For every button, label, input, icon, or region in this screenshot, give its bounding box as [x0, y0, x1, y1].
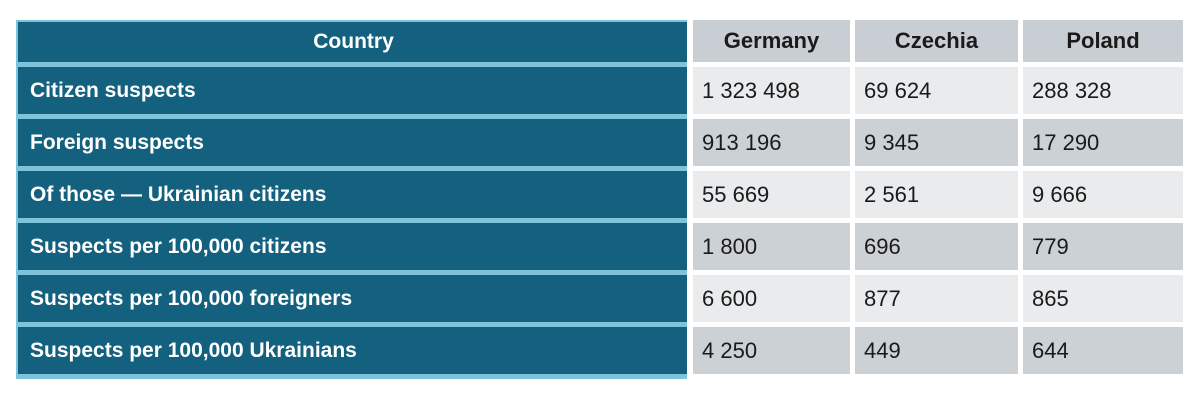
cell-value: 877 [850, 275, 1018, 327]
cell-value: 449 [850, 327, 1018, 379]
cell-value: 644 [1018, 327, 1183, 379]
row-label: Of those — Ukrainian citizens [16, 171, 687, 223]
table-row: Of those — Ukrainian citizens 55 669 2 5… [16, 171, 1183, 223]
table-row: Suspects per 100,000 foreigners 6 600 87… [16, 275, 1183, 327]
header-country: Country [16, 20, 687, 67]
header-poland: Poland [1018, 20, 1183, 67]
cell-value: 779 [1018, 223, 1183, 275]
table-row: Foreign suspects 913 196 9 345 17 290 [16, 119, 1183, 171]
cell-value: 9 345 [850, 119, 1018, 171]
cell-value: 696 [850, 223, 1018, 275]
cell-value: 913 196 [687, 119, 850, 171]
cell-value: 17 290 [1018, 119, 1183, 171]
row-label: Suspects per 100,000 foreigners [16, 275, 687, 327]
table-row: Suspects per 100,000 Ukrainians 4 250 44… [16, 327, 1183, 379]
suspects-statistics-table: Country Germany Czechia Poland Citizen s… [16, 20, 1183, 379]
row-label: Suspects per 100,000 citizens [16, 223, 687, 275]
cell-value: 865 [1018, 275, 1183, 327]
cell-value: 1 323 498 [687, 67, 850, 119]
cell-value: 69 624 [850, 67, 1018, 119]
table-row: Citizen suspects 1 323 498 69 624 288 32… [16, 67, 1183, 119]
cell-value: 1 800 [687, 223, 850, 275]
cell-value: 288 328 [1018, 67, 1183, 119]
table-row: Suspects per 100,000 citizens 1 800 696 … [16, 223, 1183, 275]
cell-value: 9 666 [1018, 171, 1183, 223]
row-label: Citizen suspects [16, 67, 687, 119]
suspects-statistics-table-wrap: Country Germany Czechia Poland Citizen s… [16, 20, 1183, 379]
header-czechia: Czechia [850, 20, 1018, 67]
row-label: Foreign suspects [16, 119, 687, 171]
cell-value: 2 561 [850, 171, 1018, 223]
row-label: Suspects per 100,000 Ukrainians [16, 327, 687, 379]
cell-value: 4 250 [687, 327, 850, 379]
header-row: Country Germany Czechia Poland [16, 20, 1183, 67]
cell-value: 6 600 [687, 275, 850, 327]
cell-value: 55 669 [687, 171, 850, 223]
header-germany: Germany [687, 20, 850, 67]
